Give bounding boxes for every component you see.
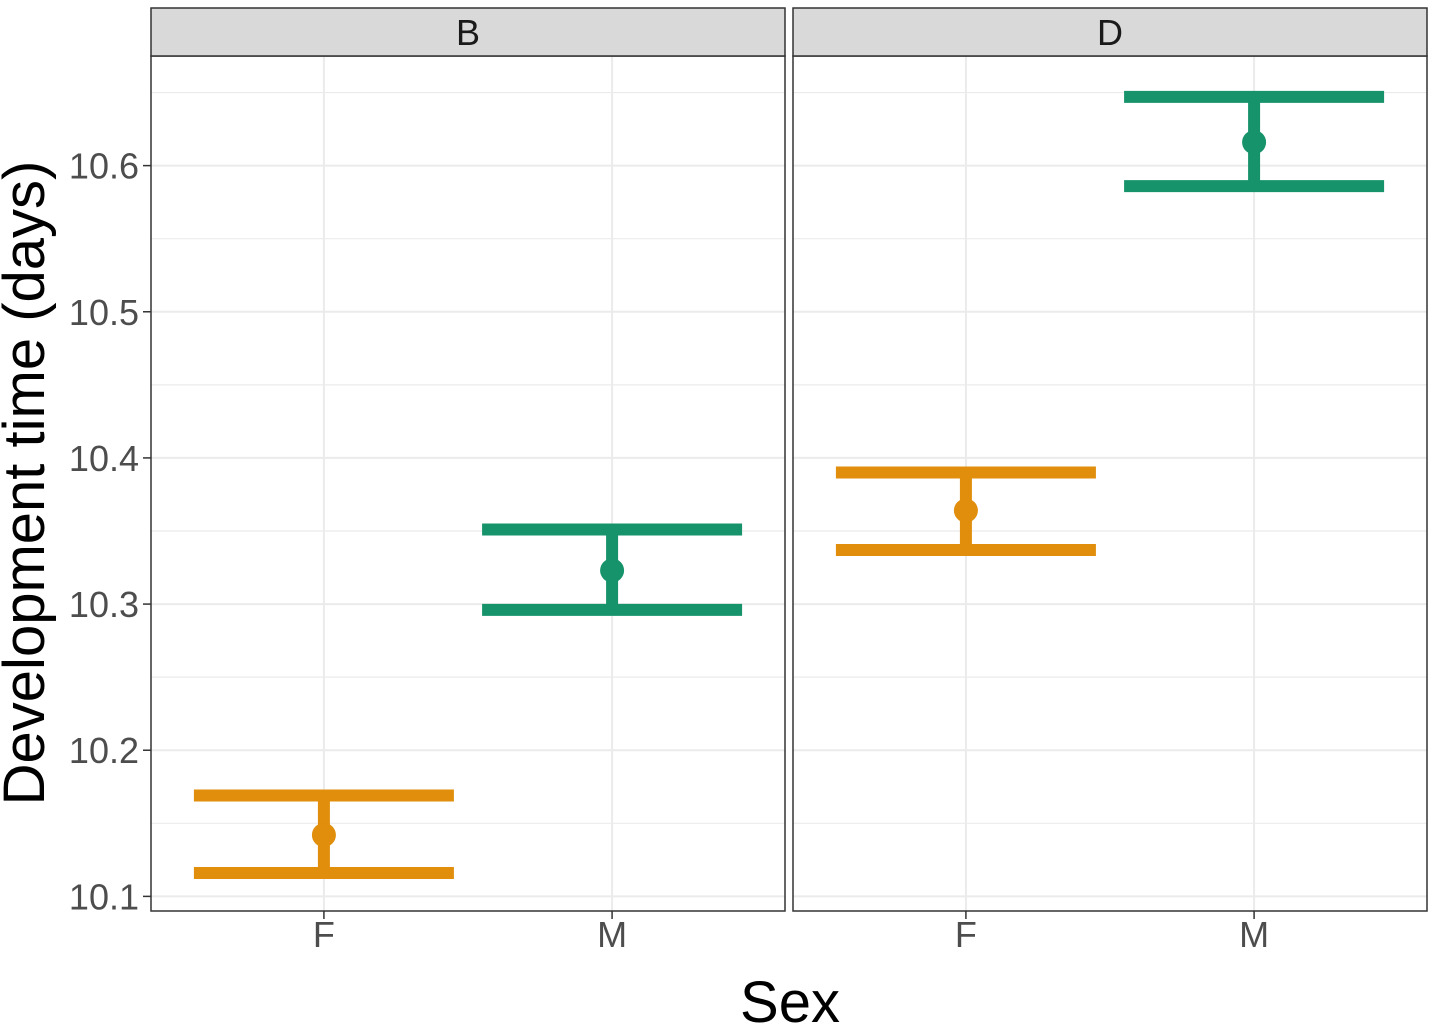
mean-point <box>600 558 625 583</box>
strip-background <box>150 7 786 57</box>
x-axis-title: Sex <box>740 970 840 1028</box>
mean-point <box>1242 130 1267 155</box>
strip-background <box>792 7 1428 57</box>
y-tick-label: 10.1 <box>69 876 139 917</box>
errorbar-D-M <box>1124 90 1385 193</box>
facet-panels: B F M D F M <box>150 7 1428 955</box>
x-tick-label: M <box>1239 914 1269 955</box>
errorbar-B-F <box>193 789 454 879</box>
y-tick-label: 10.6 <box>69 146 139 187</box>
y-tick-label: 10.4 <box>69 438 139 479</box>
panel-background <box>151 56 785 911</box>
mean-point <box>953 498 978 523</box>
x-tick-label: F <box>313 914 335 955</box>
strip-label: D <box>1097 12 1123 53</box>
errorbar-B-M <box>482 523 743 616</box>
y-tick-label: 10.3 <box>69 584 139 625</box>
facet-panel-D: D F M <box>792 7 1428 955</box>
facet-panel-B: B F M <box>150 7 786 955</box>
mean-point <box>311 823 336 847</box>
y-axis: 10.1 10.2 10.3 10.4 10.5 10.6 <box>69 146 151 917</box>
y-tick-label: 10.5 <box>69 292 139 333</box>
x-tick-label: M <box>597 914 627 955</box>
y-axis-title: Development time (days) <box>0 161 57 806</box>
y-tick-label: 10.2 <box>69 730 139 771</box>
strip-label: B <box>456 12 480 53</box>
errorbar-D-F <box>835 466 1096 556</box>
panel-background <box>793 56 1427 911</box>
x-tick-label: F <box>955 914 977 955</box>
